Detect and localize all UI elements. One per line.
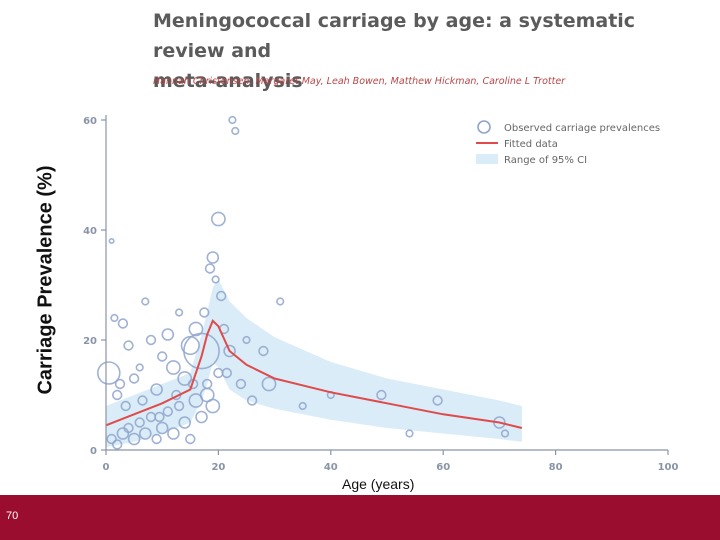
legend-entry-0: Observed carriage prevalences (504, 123, 660, 134)
observed-point-38 (298, 401, 307, 411)
observed-point-54 (155, 421, 169, 435)
observed-point-10 (145, 334, 157, 346)
page-number: 70 (6, 510, 19, 522)
y-tick-label-60: 60 (83, 116, 97, 127)
x-axis-label: Age (years) (342, 476, 415, 492)
y-axis-label: Carriage Prevalence (%) (34, 165, 57, 395)
observed-point-24 (211, 275, 220, 284)
observed-point-12 (157, 351, 168, 362)
observed-point-15 (175, 308, 184, 317)
observed-point-11 (150, 383, 163, 396)
observed-point-25 (210, 211, 226, 227)
paper-title: Meningococcal carriage by age: a systema… (153, 6, 713, 96)
observed-point-51 (139, 427, 152, 440)
paper-title-line-1: Meningococcal carriage by age: a systema… (153, 10, 636, 62)
legend-entry-2: Range of 95% CI (504, 155, 587, 166)
observed-point-35 (258, 345, 269, 357)
observed-point-33 (242, 335, 251, 345)
observed-point-26 (216, 290, 227, 302)
observed-point-55 (162, 406, 174, 417)
axes-layer: 0 20 40 60 80 100 0 20 40 60 (83, 115, 678, 473)
y-tick-label-0: 0 (90, 446, 97, 457)
observed-point-53 (151, 433, 162, 445)
observed-point-5 (117, 318, 129, 329)
observed-point-40 (376, 389, 387, 401)
observed-point-0 (97, 361, 121, 385)
observed-point-37 (276, 297, 285, 306)
observed-point-19 (183, 332, 220, 370)
observed-point-62 (202, 378, 213, 390)
observed-point-50 (134, 417, 145, 428)
observed-point-66 (137, 395, 148, 406)
observed-point-6 (123, 340, 134, 351)
observed-point-65 (120, 400, 131, 412)
scatter-chart: 0 20 40 60 80 100 0 20 40 60 Observed carriage pr… (83, 115, 678, 473)
observed-point-64 (213, 367, 224, 379)
footer-bar: 70 (0, 495, 720, 540)
observed-point-2 (110, 313, 119, 323)
observed-point-16 (177, 371, 193, 386)
x-tick-label-20: 20 (211, 462, 225, 473)
x-tick-label-0: 0 (103, 462, 110, 473)
observed-point-41 (405, 429, 414, 438)
fitted-line (105, 319, 523, 429)
ci-band (106, 279, 522, 448)
observed-point-14 (165, 360, 181, 375)
ci-band-layer (106, 279, 522, 448)
legend-entry-1: Fitted data (504, 139, 558, 150)
x-tick-label-40: 40 (324, 462, 338, 473)
observed-point-7 (128, 373, 140, 384)
x-tick-label-100: 100 (658, 462, 679, 473)
observed-point-42 (432, 395, 443, 406)
observed-point-59 (185, 433, 196, 445)
y-tick-label-40: 40 (83, 226, 97, 237)
fitted-line-layer (105, 319, 523, 429)
observed-point-20 (199, 307, 210, 318)
observed-point-49 (127, 432, 141, 446)
observed-point-18 (188, 321, 204, 337)
observed-point-58 (178, 416, 191, 429)
observed-point-9 (141, 297, 150, 306)
paper-title-line-2: meta-analysis (153, 70, 303, 92)
observed-point-46 (111, 439, 123, 450)
observed-point-4 (114, 378, 126, 390)
observed-point-3 (111, 389, 123, 401)
paper-authors: Hannah Christensen, Margaret May, Leah B… (153, 76, 566, 87)
observed-point-29 (223, 344, 236, 358)
legend-circle-icon (477, 120, 491, 134)
observed-point-23 (206, 251, 220, 264)
observed-point-32 (235, 378, 247, 390)
observed-points-layer (97, 115, 510, 450)
observed-point-57 (173, 400, 185, 412)
chart-legend: Observed carriage prevalences Fitted data… (476, 120, 660, 166)
observed-point-30 (228, 115, 237, 125)
observed-point-31 (231, 126, 240, 136)
observed-point-63 (205, 398, 221, 414)
observed-point-60 (188, 393, 204, 408)
observed-point-22 (204, 263, 216, 274)
observed-point-1 (108, 238, 115, 245)
x-tick-label-60: 60 (436, 462, 450, 473)
observed-point-8 (135, 363, 144, 372)
x-tick-label-80: 80 (549, 462, 563, 473)
observed-point-67 (154, 411, 165, 423)
y-tick-label-20: 20 (83, 336, 97, 347)
observed-point-34 (246, 395, 258, 406)
legend-ci-swatch (476, 154, 498, 164)
observed-point-13 (161, 328, 175, 341)
observed-point-36 (261, 376, 277, 392)
observed-point-61 (195, 410, 208, 424)
observed-point-44 (500, 429, 510, 438)
observed-point-45 (106, 433, 117, 445)
observed-point-47 (116, 427, 130, 440)
observed-point-56 (167, 427, 180, 440)
observed-point-48 (123, 422, 134, 434)
